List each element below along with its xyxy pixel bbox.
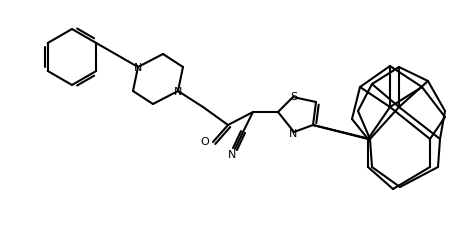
Text: N: N — [289, 129, 297, 138]
Text: N: N — [174, 87, 182, 97]
Text: S: S — [291, 92, 298, 102]
Text: N: N — [134, 63, 142, 73]
Text: N: N — [228, 149, 236, 159]
Text: O: O — [200, 137, 209, 146]
